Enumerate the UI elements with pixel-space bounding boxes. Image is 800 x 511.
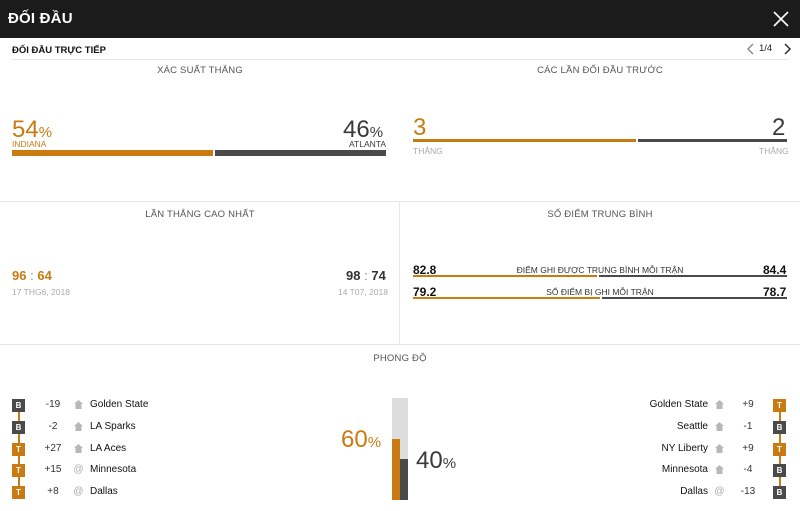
home-win-bar (12, 150, 213, 156)
result-badge: T (12, 443, 25, 456)
home-wins-bar (413, 139, 636, 142)
away-avg-conceded-bar (602, 297, 787, 299)
result-badge: B (773, 421, 786, 434)
home-icon (714, 464, 725, 475)
home-wins-count: 3 (413, 114, 427, 141)
badge-connector (17, 434, 20, 443)
away-win-pct: 46% (343, 116, 384, 143)
home-icon (73, 443, 84, 454)
point-diff: -4 (743, 464, 753, 475)
result-badge: B (12, 399, 25, 412)
result-badge: B (773, 486, 786, 499)
win-probability-label: XÁC SUẤT THẮNG (157, 65, 243, 76)
previous-meetings-label: CÁC LẦN ĐỐI ĐẦU TRƯỚC (537, 65, 663, 76)
result-badge: B (12, 421, 25, 434)
opponent-team: Minnesota (661, 464, 708, 475)
away-team-name: ATLANTA (349, 139, 386, 149)
badge-connector (778, 412, 781, 421)
badge-connector (17, 477, 20, 486)
avg-scored-label: ĐIỂM GHI ĐƯỢC TRUNG BÌNH MỖI TRẬN (516, 265, 684, 275)
point-diff: -19 (45, 399, 61, 410)
badge-connector (778, 477, 781, 486)
result-badge: B (773, 464, 786, 477)
away-avg-scored: 84.4 (763, 263, 787, 277)
point-diff: +9 (742, 399, 754, 410)
chevron-left-icon[interactable] (746, 42, 756, 56)
home-biggest-win-date: 17 THG6, 2018 (12, 287, 70, 297)
home-biggest-win-score: 96 : 64 (12, 268, 52, 283)
section-title: ĐỐI ĐẦU TRỰC TIẾP (12, 45, 106, 56)
point-diff: -13 (740, 486, 756, 497)
opponent-team: NY Liberty (661, 443, 708, 454)
point-diff: -1 (743, 421, 753, 432)
home-form-pillar (392, 398, 400, 500)
result-badge: T (12, 464, 25, 477)
opponent-team: Golden State (90, 399, 149, 410)
close-icon (773, 11, 789, 27)
point-diff: +27 (44, 443, 62, 454)
point-diff: -2 (48, 421, 58, 432)
home-icon (714, 421, 725, 432)
home-icon (73, 399, 84, 410)
home-avg-conceded-bar (413, 297, 600, 299)
avg-conceded-label: SỐ ĐIỂM BỊ GHI MỖI TRẬN (546, 287, 654, 297)
form-label: PHONG ĐỘ (373, 353, 427, 364)
away-win-bar (215, 150, 386, 156)
opponent-team: Minnesota (90, 464, 137, 475)
away-biggest-win-score: 98 : 74 (346, 268, 386, 283)
average-points-label: SỐ ĐIỂM TRUNG BÌNH (547, 209, 653, 220)
away-avg-conceded: 78.7 (763, 285, 787, 299)
away-form-pct: 40% (416, 447, 457, 474)
modal-title: ĐỐI ĐẦU (8, 10, 73, 27)
away-wins-count: 2 (772, 114, 786, 141)
home-wins-caption: THẮNG (413, 146, 443, 156)
badge-connector (778, 456, 781, 465)
away-biggest-win-date: 14 T07, 2018 (338, 287, 388, 297)
home-form-pillar-fill (392, 439, 400, 500)
result-badge: T (773, 399, 786, 412)
close-button[interactable] (768, 6, 794, 32)
pager: 1/4 (746, 42, 792, 56)
away-form-pillar (400, 398, 408, 500)
home-icon (714, 399, 725, 410)
opponent-team: Dallas (680, 486, 708, 497)
home-icon (73, 421, 84, 432)
opponent-team: Golden State (649, 399, 708, 410)
divider (399, 201, 400, 344)
chevron-right-icon[interactable] (782, 42, 792, 56)
badge-connector (778, 434, 781, 443)
divider (0, 344, 800, 345)
badge-connector (17, 412, 20, 421)
away-wins-caption: THẮNG (759, 146, 789, 156)
point-diff: +15 (44, 464, 62, 475)
opponent-team: LA Sparks (90, 421, 136, 432)
away-wins-bar (638, 139, 787, 142)
home-avg-scored: 82.8 (413, 263, 437, 277)
modal-header (0, 0, 800, 38)
at-icon: @ (73, 486, 84, 497)
home-form-pct: 60% (341, 426, 382, 453)
point-diff: +9 (742, 443, 754, 454)
page-indicator: 1/4 (759, 43, 773, 54)
opponent-team: LA Aces (90, 443, 127, 454)
home-avg-scored-bar (413, 275, 597, 277)
home-win-pct: 54% (12, 116, 53, 143)
divider (0, 201, 800, 202)
badge-connector (17, 456, 20, 465)
divider (12, 59, 788, 60)
result-badge: T (12, 486, 25, 499)
away-form-pillar-fill (400, 459, 408, 500)
home-avg-conceded: 79.2 (413, 285, 437, 299)
point-diff: +8 (47, 486, 59, 497)
home-team-name: INDIANA (12, 139, 47, 149)
at-icon: @ (714, 486, 725, 497)
opponent-team: Seattle (676, 421, 708, 432)
biggest-win-label: LẦN THẮNG CAO NHẤT (145, 209, 255, 220)
at-icon: @ (73, 464, 84, 475)
away-avg-scored-bar (599, 275, 787, 277)
opponent-team: Dallas (90, 486, 118, 497)
home-icon (714, 443, 725, 454)
result-badge: T (773, 443, 786, 456)
